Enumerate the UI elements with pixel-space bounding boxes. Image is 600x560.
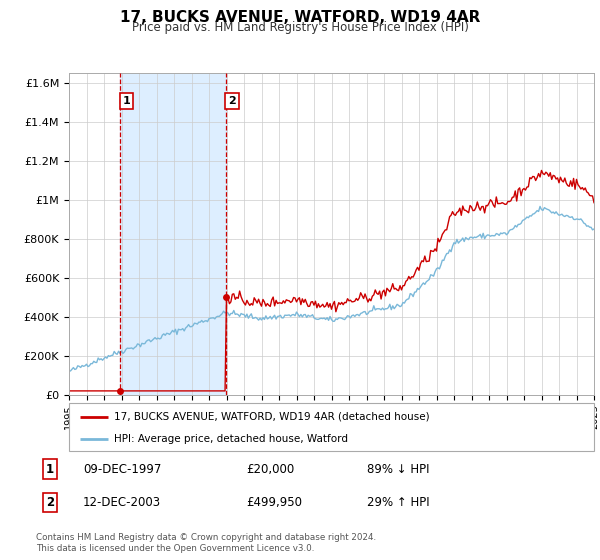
Text: 2: 2: [228, 96, 236, 106]
Text: This data is licensed under the Open Government Licence v3.0.: This data is licensed under the Open Gov…: [36, 544, 314, 553]
Text: £20,000: £20,000: [246, 463, 294, 475]
Text: 1: 1: [123, 96, 131, 106]
Text: 1: 1: [46, 463, 54, 475]
Text: 89% ↓ HPI: 89% ↓ HPI: [367, 463, 430, 475]
Text: Contains HM Land Registry data © Crown copyright and database right 2024.: Contains HM Land Registry data © Crown c…: [36, 533, 376, 542]
Text: 12-DEC-2003: 12-DEC-2003: [83, 496, 161, 509]
Text: Price paid vs. HM Land Registry's House Price Index (HPI): Price paid vs. HM Land Registry's House …: [131, 21, 469, 34]
Text: 17, BUCKS AVENUE, WATFORD, WD19 4AR (detached house): 17, BUCKS AVENUE, WATFORD, WD19 4AR (det…: [113, 412, 429, 422]
Bar: [120, 73, 226, 395]
Text: 09-DEC-1997: 09-DEC-1997: [83, 463, 161, 475]
Text: £499,950: £499,950: [246, 496, 302, 509]
FancyBboxPatch shape: [69, 403, 594, 451]
Text: 29% ↑ HPI: 29% ↑ HPI: [367, 496, 430, 509]
Text: 2: 2: [46, 496, 54, 509]
Text: 17, BUCKS AVENUE, WATFORD, WD19 4AR: 17, BUCKS AVENUE, WATFORD, WD19 4AR: [120, 10, 480, 25]
Text: HPI: Average price, detached house, Watford: HPI: Average price, detached house, Watf…: [113, 434, 347, 444]
